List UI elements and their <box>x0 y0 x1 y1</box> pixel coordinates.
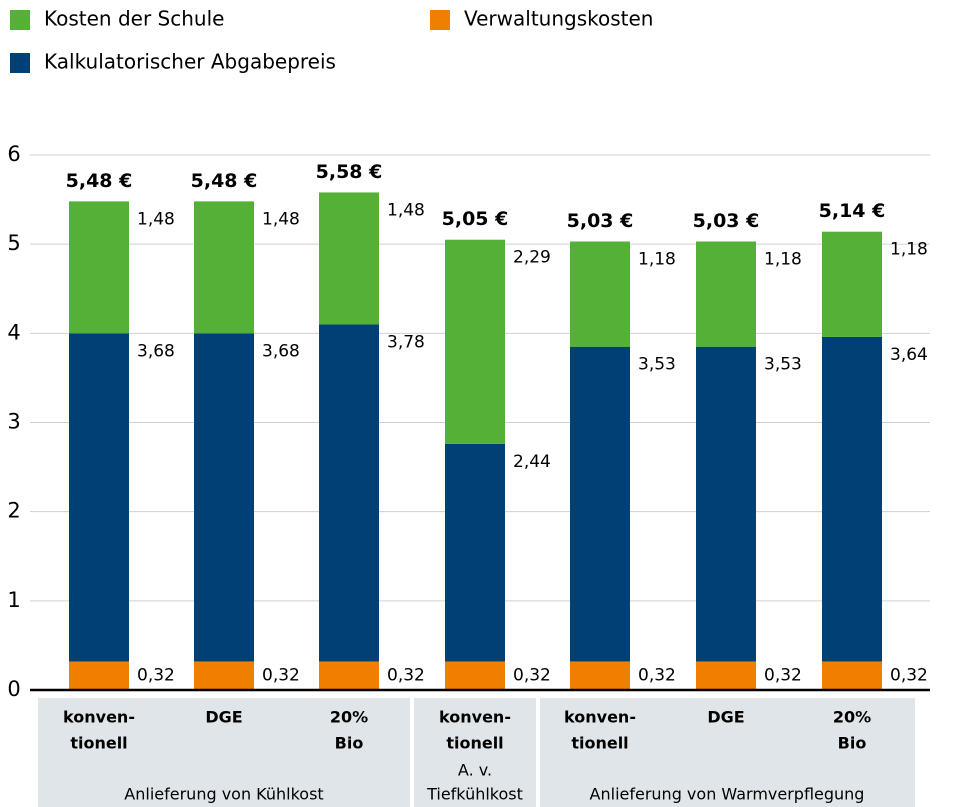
category-label: konven- <box>564 708 636 727</box>
category-label: 20% <box>330 708 368 727</box>
value-label: 0,32 <box>262 666 300 686</box>
y-tick-label: 6 <box>7 142 20 166</box>
category-label: tionell <box>70 734 127 753</box>
group-label: Anlieferung von Kühlkost <box>124 785 323 804</box>
total-label: 5,03 € <box>567 210 634 232</box>
y-tick-label: 5 <box>7 231 20 255</box>
bar-segment <box>570 241 630 347</box>
value-label: 3,64 <box>890 345 928 365</box>
category-label: Bio <box>335 734 364 753</box>
y-tick-label: 1 <box>7 588 20 612</box>
value-label: 1,48 <box>262 209 300 229</box>
bar-segment <box>319 324 379 662</box>
value-label: 2,29 <box>513 248 551 268</box>
group-box <box>540 698 915 807</box>
legend-swatch <box>10 10 30 30</box>
value-label: 0,32 <box>890 666 928 686</box>
value-label: 3,68 <box>137 341 175 361</box>
value-label: 2,44 <box>513 452 551 472</box>
bar-segment <box>69 333 129 662</box>
category-label: 20% <box>833 708 871 727</box>
value-label: 1,48 <box>137 209 175 229</box>
value-label: 0,32 <box>764 666 802 686</box>
bar-segment <box>696 346 756 662</box>
bar-segment <box>69 661 129 690</box>
y-tick-label: 3 <box>7 410 20 434</box>
bar-segment <box>319 661 379 690</box>
value-label: 0,32 <box>638 666 676 686</box>
bar-segment <box>696 661 756 690</box>
bar-segment <box>822 336 882 662</box>
value-label: 1,18 <box>764 249 802 269</box>
bar-segment <box>822 231 882 337</box>
y-tick-label: 2 <box>7 499 20 523</box>
group-label: A. v. <box>458 761 492 780</box>
y-tick-label: 4 <box>7 320 20 344</box>
value-label: 3,53 <box>638 355 676 375</box>
bar-segment <box>822 661 882 690</box>
bar-segment <box>445 239 505 444</box>
total-label: 5,03 € <box>693 210 760 232</box>
value-label: 0,32 <box>137 666 175 686</box>
bar-segment <box>570 346 630 662</box>
value-label: 1,18 <box>890 240 928 260</box>
value-label: 1,48 <box>387 200 425 220</box>
total-label: 5,05 € <box>442 208 509 230</box>
category-label: tionell <box>446 734 503 753</box>
group-box <box>38 698 410 807</box>
value-label: 0,32 <box>387 666 425 686</box>
total-label: 5,48 € <box>191 170 258 192</box>
group-label: Tiefkühlkost <box>426 785 523 804</box>
bar-segment <box>696 241 756 347</box>
bar-segment <box>194 661 254 690</box>
legend-label: Kalkulatorischer Abgabepreis <box>44 50 336 74</box>
category-label: konven- <box>63 708 135 727</box>
total-label: 5,48 € <box>66 170 133 192</box>
legend-label: Kosten der Schule <box>44 7 224 31</box>
total-label: 5,14 € <box>819 200 886 222</box>
group-label: Anlieferung von Warmverpflegung <box>590 785 865 804</box>
value-label: 1,18 <box>638 249 676 269</box>
group-box <box>414 698 536 807</box>
legend-label: Verwaltungskosten <box>464 7 653 31</box>
category-label: konven- <box>439 708 511 727</box>
bar-segment <box>69 201 129 334</box>
value-label: 3,53 <box>764 355 802 375</box>
category-label: DGE <box>205 708 242 727</box>
bar-segment <box>445 443 505 662</box>
y-tick-label: 0 <box>7 677 20 701</box>
value-label: 3,78 <box>387 332 425 352</box>
bar-segment <box>194 333 254 662</box>
value-label: 0,32 <box>513 666 551 686</box>
bar-segment <box>194 201 254 334</box>
category-label: DGE <box>707 708 744 727</box>
category-label: Bio <box>838 734 867 753</box>
bar-segment <box>445 661 505 690</box>
total-label: 5,58 € <box>316 161 383 183</box>
legend-swatch <box>10 53 30 73</box>
bar-segment <box>570 661 630 690</box>
bar-segment <box>319 192 379 325</box>
legend-swatch <box>430 10 450 30</box>
value-label: 3,68 <box>262 341 300 361</box>
category-label: tionell <box>571 734 628 753</box>
